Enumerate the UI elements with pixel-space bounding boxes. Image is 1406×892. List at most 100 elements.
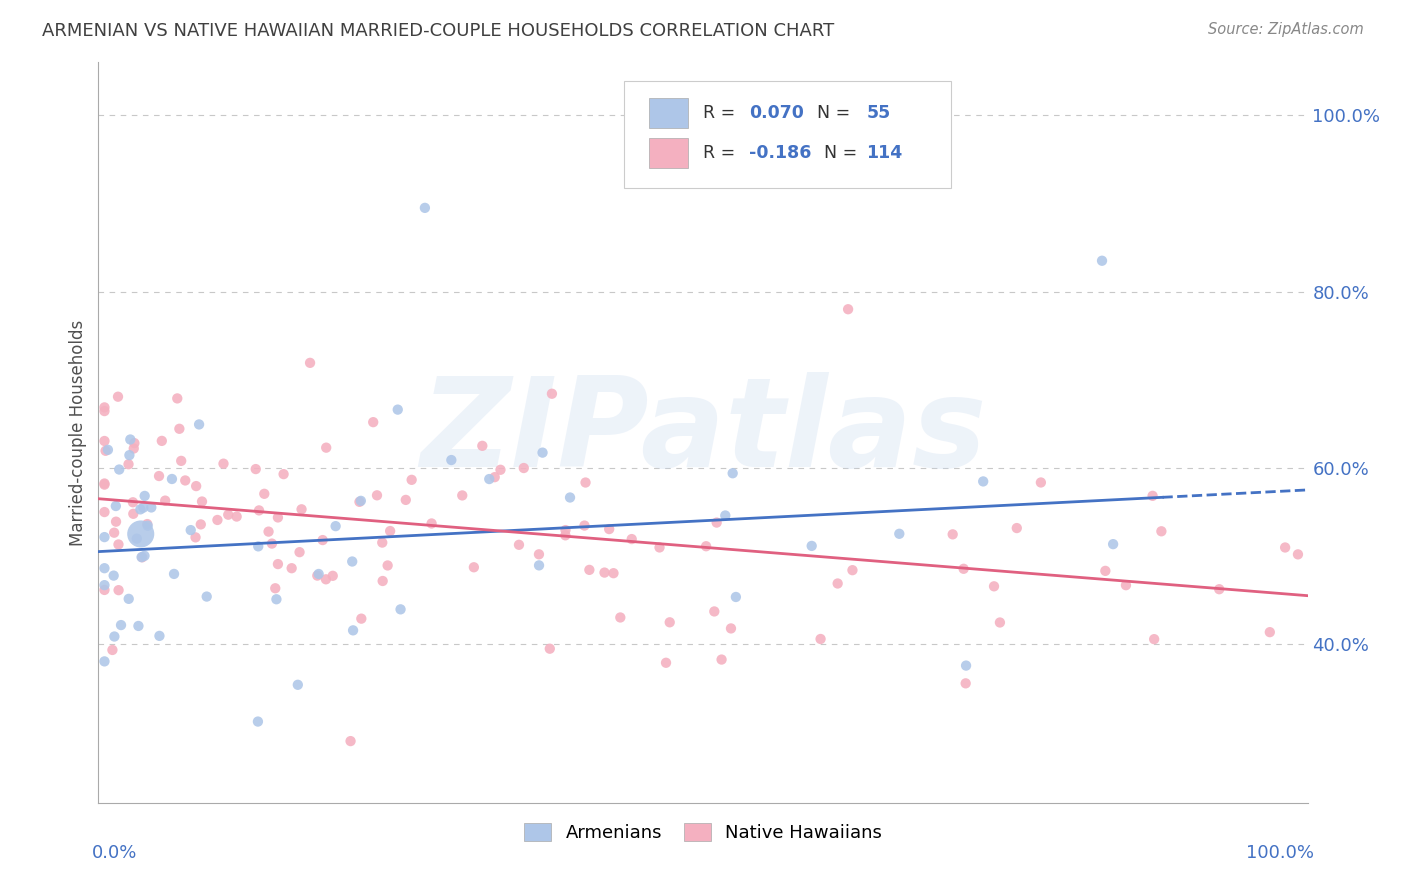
Point [117, 457, 139, 471]
Point [710, 652, 733, 666]
Point [471, 439, 494, 453]
Point [724, 590, 747, 604]
Point [706, 516, 728, 530]
Point [361, 415, 384, 429]
Y-axis label: Married-couple Households: Married-couple Households [69, 319, 87, 546]
Text: N =: N = [824, 144, 863, 161]
FancyBboxPatch shape [624, 81, 950, 188]
Point [93, 561, 115, 575]
Point [267, 510, 290, 524]
Point [122, 442, 145, 456]
Text: N =: N = [806, 103, 855, 122]
Point [413, 201, 436, 215]
Text: ARMENIAN VS NATIVE HAWAIIAN MARRIED-COUPLE HOUSEHOLDS CORRELATION CHART: ARMENIAN VS NATIVE HAWAIIAN MARRIED-COUP… [42, 22, 834, 40]
Point [1258, 625, 1281, 640]
Point [132, 500, 155, 515]
Point [266, 592, 288, 607]
Point [377, 558, 399, 573]
Point [134, 549, 156, 563]
Text: R =: R = [703, 144, 741, 161]
Point [401, 473, 423, 487]
Point [609, 610, 631, 624]
Point [942, 527, 965, 541]
Point [93, 401, 115, 415]
Point [118, 591, 141, 606]
Point [541, 386, 564, 401]
Point [827, 576, 849, 591]
Point [307, 568, 329, 582]
Point [527, 547, 550, 561]
Point [1286, 547, 1309, 561]
Point [141, 500, 163, 515]
Point [440, 453, 463, 467]
Point [93, 476, 115, 491]
Point [484, 470, 506, 484]
Point [342, 554, 364, 568]
Point [527, 558, 550, 573]
Point [952, 562, 974, 576]
Point [513, 461, 536, 475]
Point [122, 495, 145, 509]
Point [955, 658, 977, 673]
FancyBboxPatch shape [648, 98, 689, 128]
Point [212, 457, 235, 471]
Legend: Armenians, Native Hawaiians: Armenians, Native Hawaiians [517, 816, 889, 849]
Point [148, 469, 170, 483]
Point [191, 494, 214, 508]
Point [93, 477, 115, 491]
Point [315, 572, 337, 586]
Point [1274, 541, 1296, 555]
Point [136, 517, 159, 532]
Point [103, 568, 125, 582]
Point [186, 479, 208, 493]
Point [1150, 524, 1173, 539]
Point [1102, 537, 1125, 551]
Point [188, 417, 211, 432]
Point [983, 579, 1005, 593]
Point [195, 590, 218, 604]
Point [658, 615, 681, 630]
Point [174, 474, 197, 488]
Point [125, 532, 148, 546]
Point [264, 581, 287, 595]
Point [315, 441, 337, 455]
Point [101, 643, 124, 657]
Point [395, 492, 418, 507]
Point [103, 525, 125, 540]
Point [1094, 564, 1116, 578]
Point [841, 563, 863, 577]
Point [104, 499, 127, 513]
Point [93, 505, 115, 519]
Point [1115, 578, 1137, 592]
Point [184, 530, 207, 544]
Point [451, 488, 474, 502]
Point [129, 502, 152, 516]
Point [554, 528, 576, 542]
Point [489, 463, 512, 477]
Point [389, 602, 412, 616]
Point [217, 508, 239, 522]
Point [245, 462, 267, 476]
Text: Source: ZipAtlas.com: Source: ZipAtlas.com [1208, 22, 1364, 37]
Point [170, 454, 193, 468]
Point [97, 442, 120, 457]
Point [93, 434, 115, 448]
Point [253, 487, 276, 501]
Point [163, 566, 186, 581]
Point [350, 493, 373, 508]
Point [558, 491, 581, 505]
Point [207, 513, 229, 527]
Text: 100.0%: 100.0% [1246, 844, 1313, 862]
Point [246, 714, 269, 729]
Point [1005, 521, 1028, 535]
Point [721, 467, 744, 481]
Point [169, 422, 191, 436]
Point [93, 582, 115, 597]
Point [371, 574, 394, 588]
Point [322, 569, 344, 583]
Text: -0.186: -0.186 [749, 144, 811, 161]
Point [122, 507, 145, 521]
Point [127, 619, 149, 633]
Point [267, 557, 290, 571]
Point [988, 615, 1011, 630]
